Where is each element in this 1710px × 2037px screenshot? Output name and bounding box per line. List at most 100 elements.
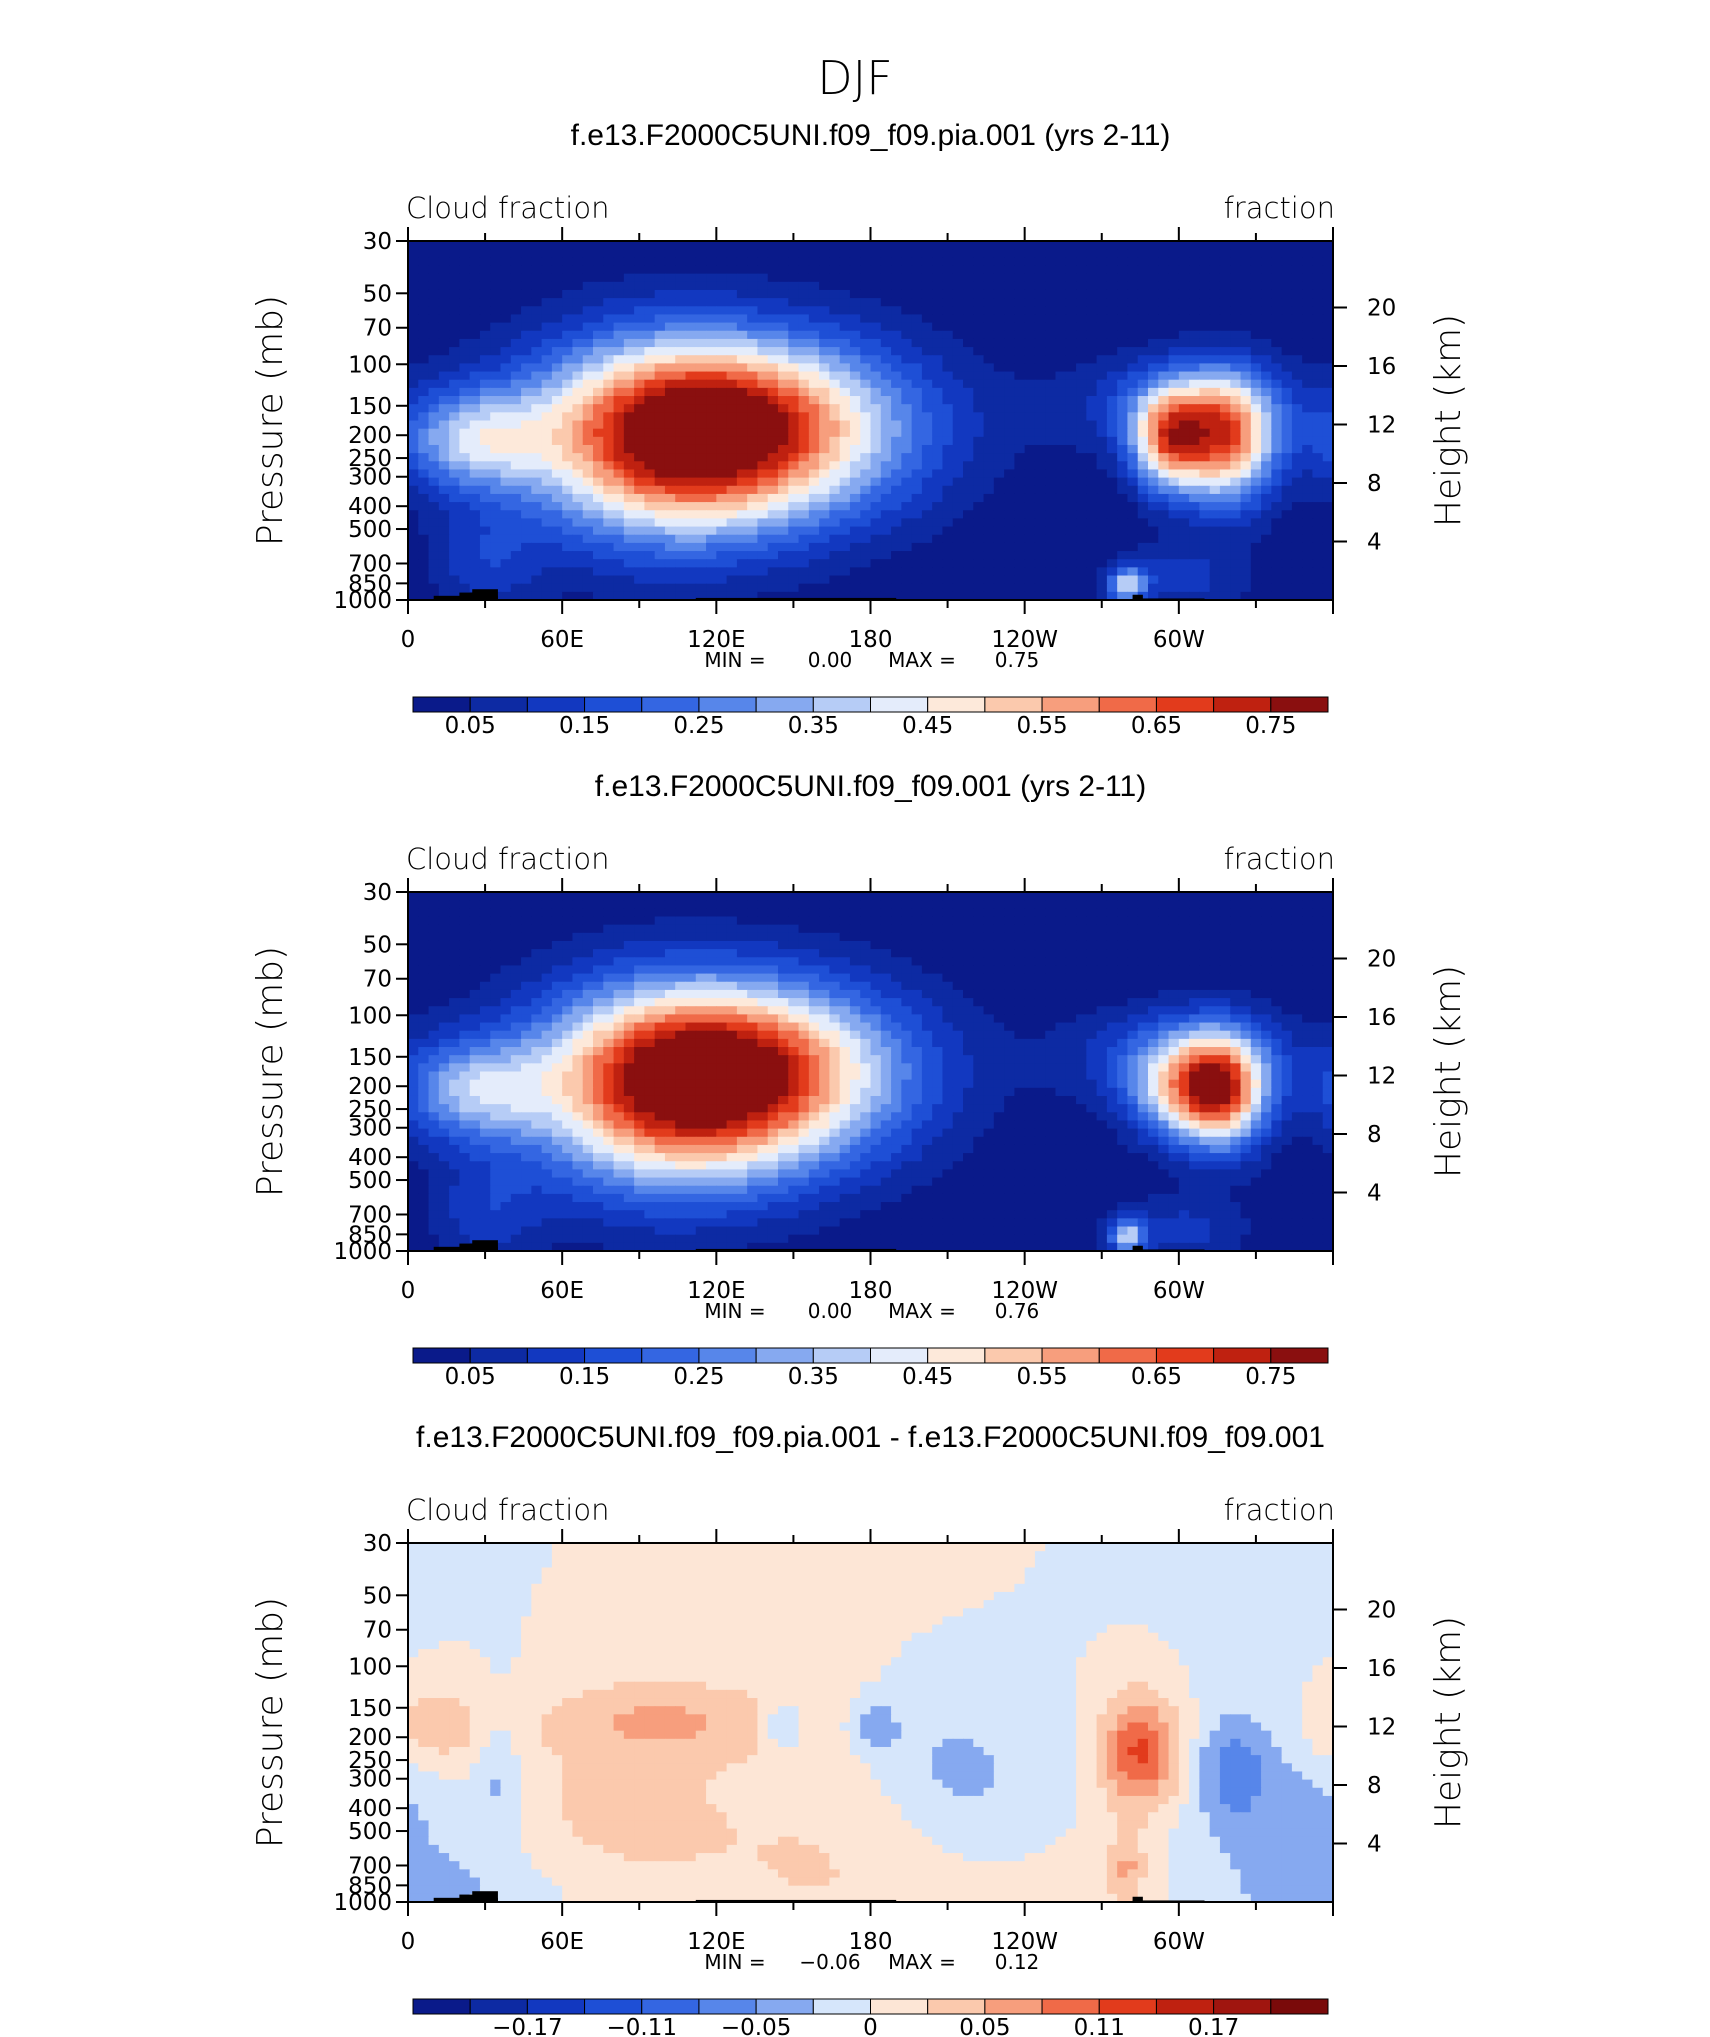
field-cell: [500, 485, 512, 495]
field-cell: [788, 551, 800, 560]
field-cell: [880, 542, 892, 552]
field-cell: [829, 575, 841, 585]
field-cell: [860, 485, 872, 495]
field-cell: [1117, 949, 1129, 958]
field-cell: [757, 924, 769, 934]
field-cell: [623, 477, 635, 487]
field-cell: [993, 428, 1005, 438]
field-cell: [664, 908, 676, 918]
field-cell: [1034, 330, 1046, 340]
field-cell: [428, 932, 440, 942]
y-tick-label: 50: [363, 281, 392, 307]
field-cell: [952, 371, 964, 381]
field-cell: [1055, 453, 1067, 462]
field-cell: [1076, 518, 1087, 528]
field-cell: [819, 932, 830, 942]
field-cell: [1045, 453, 1057, 462]
field-cell: [1230, 404, 1242, 413]
field-cell: [1281, 322, 1293, 332]
field-cell: [664, 298, 676, 307]
field-cell: [551, 273, 563, 283]
field-cell: [849, 265, 861, 275]
field-cell: [1096, 477, 1108, 487]
field-cell: [654, 396, 666, 405]
field-cell: [459, 534, 471, 544]
field-cell: [716, 477, 728, 487]
field-cell: [1178, 892, 1190, 901]
field-cell: [664, 469, 676, 479]
field-cell: [1168, 322, 1180, 332]
field-cell: [408, 314, 419, 324]
field-cell: [1261, 477, 1272, 487]
field-cell: [500, 371, 512, 381]
field-cell: [860, 965, 872, 975]
field-cell: [1076, 583, 1087, 593]
field-cell: [510, 949, 522, 958]
field-cell: [849, 551, 861, 560]
field-cell: [736, 249, 748, 258]
field-cell: [1065, 477, 1077, 487]
field-cell: [1045, 436, 1057, 446]
field-cell: [664, 265, 676, 275]
field-cell: [849, 273, 861, 283]
field-cell: [623, 957, 635, 967]
field-cell: [1076, 387, 1087, 397]
field-cell: [1281, 957, 1293, 967]
field-cell: [757, 249, 769, 258]
field-cell: [1096, 412, 1108, 422]
field-cell: [747, 542, 759, 552]
field-cell: [1302, 900, 1314, 909]
field-cell: [1127, 444, 1139, 454]
field-cell: [1199, 428, 1211, 438]
field-cell: [1178, 567, 1190, 577]
field-cell: [521, 583, 532, 593]
field-cell: [1199, 298, 1211, 307]
field-cell: [438, 428, 450, 438]
field-cell: [572, 387, 584, 397]
field-cell: [644, 257, 656, 267]
field-cell: [479, 249, 491, 258]
field-cell: [1024, 363, 1036, 373]
field-cell: [531, 551, 543, 560]
field-cell: [675, 428, 687, 438]
field-cell: [438, 957, 450, 967]
field-cell: [675, 493, 687, 503]
field-cell: [644, 379, 656, 389]
field-cell: [551, 363, 563, 373]
field-cell: [593, 924, 604, 934]
field-cell: [1281, 916, 1293, 926]
field-cell: [993, 932, 1005, 942]
field-cell: [1168, 363, 1180, 373]
field-cell: [1158, 583, 1170, 593]
field-cell: [479, 444, 491, 454]
field-cell: [829, 924, 841, 934]
field-cell: [685, 379, 697, 389]
field-cell: [531, 273, 543, 283]
field-cell: [418, 542, 430, 552]
field-cell: [932, 502, 944, 511]
max-value: 0.75: [995, 648, 1040, 672]
field-cell: [1230, 900, 1242, 909]
field-cell: [654, 387, 666, 397]
contour-field: [408, 241, 1334, 601]
field-cell: [654, 591, 666, 601]
field-cell: [644, 444, 656, 454]
field-cell: [1096, 469, 1108, 479]
field-cell: [901, 559, 913, 568]
field-cell: [1137, 965, 1149, 975]
field-cell: [593, 940, 604, 950]
field-cell: [685, 273, 697, 283]
field-cell: [1240, 551, 1252, 560]
field-cell: [479, 502, 491, 511]
field-cell: [613, 908, 625, 918]
field-cell: [1219, 940, 1231, 950]
field-cell: [664, 241, 676, 250]
field-cell: [1189, 892, 1200, 901]
field-cell: [1076, 892, 1087, 901]
field-cell: [1199, 542, 1211, 552]
field-cell: [901, 567, 913, 577]
field-cell: [1148, 273, 1159, 283]
field-cell: [675, 412, 687, 422]
field-cell: [911, 330, 923, 340]
field-cell: [675, 387, 687, 397]
